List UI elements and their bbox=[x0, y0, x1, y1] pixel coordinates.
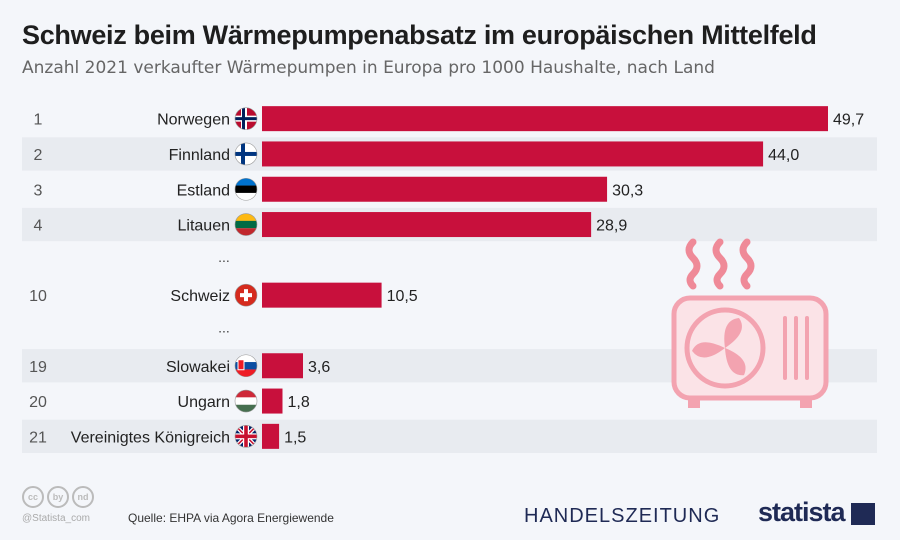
bar bbox=[262, 212, 592, 238]
rank-label: 1 bbox=[34, 112, 43, 129]
bar-chart: 1 Norwegen 49,7 2 Finnland 44,0 3 Estland 30,3 4 L… bbox=[22, 106, 877, 453]
nd-icon: nd bbox=[72, 486, 94, 508]
rank-label: 10 bbox=[29, 288, 47, 305]
rank-label: 21 bbox=[29, 429, 47, 446]
chart-row: 3 Estland 30,3 bbox=[34, 176, 643, 202]
country-label: Vereinigtes Königreich bbox=[71, 429, 230, 446]
rank-label: 19 bbox=[29, 359, 47, 376]
statista-logo-icon bbox=[851, 503, 875, 525]
statista-handle[interactable]: @Statista_com bbox=[22, 513, 90, 524]
chart-row: 21 Vereinigtes Königreich 1,5 bbox=[29, 423, 306, 449]
finland-flag-icon bbox=[235, 142, 257, 165]
value-label: 10,5 bbox=[387, 288, 418, 305]
chart-subtitle: Anzahl 2021 verkaufter Wärmepumpen in Eu… bbox=[22, 58, 715, 78]
bar bbox=[262, 176, 608, 202]
bar bbox=[262, 106, 828, 132]
bar bbox=[262, 388, 283, 414]
rank-label: 3 bbox=[34, 182, 43, 199]
chart-row: 20 Ungarn 1,8 bbox=[29, 388, 310, 414]
country-label: Finnland bbox=[169, 147, 230, 164]
source-text: Quelle: EHPA via Agora Energiewende bbox=[128, 511, 334, 525]
estonia-flag-icon bbox=[235, 178, 257, 201]
bar bbox=[262, 353, 303, 379]
statista-logo: statista bbox=[758, 497, 846, 527]
norway-flag-icon bbox=[235, 107, 257, 130]
bar bbox=[262, 282, 382, 308]
handelszeitung-logo: HANDELSZEITUNG bbox=[524, 505, 721, 527]
value-label: 3,6 bbox=[308, 359, 330, 376]
country-label: Norwegen bbox=[157, 112, 230, 129]
hungary-flag-icon bbox=[235, 390, 257, 413]
row-gap-ellipsis: ... bbox=[218, 319, 230, 335]
country-label: Schweiz bbox=[170, 288, 230, 305]
value-label: 28,9 bbox=[596, 218, 627, 235]
bar bbox=[262, 423, 280, 449]
switzerland-flag-icon bbox=[235, 284, 257, 307]
slovakia-flag-icon bbox=[235, 354, 257, 377]
heat-pump-illustration bbox=[671, 238, 829, 408]
lithuania-flag-icon bbox=[235, 213, 257, 236]
chart-row: 2 Finnland 44,0 bbox=[34, 141, 799, 167]
chart-row: 19 Slowakei 3,6 bbox=[29, 353, 330, 379]
value-label: 49,7 bbox=[833, 112, 864, 129]
rank-label: 20 bbox=[29, 394, 47, 411]
chart-row: 4 Litauen 28,9 bbox=[34, 212, 627, 238]
cc-license-icons: cc by nd bbox=[22, 486, 94, 508]
value-label: 44,0 bbox=[768, 147, 799, 164]
rank-label: 4 bbox=[34, 218, 43, 235]
cc-icon: cc bbox=[22, 486, 44, 508]
uk-flag-icon bbox=[235, 425, 257, 448]
value-label: 30,3 bbox=[612, 182, 643, 199]
country-label: Estland bbox=[177, 182, 230, 199]
chart-row: 10 Schweiz 10,5 bbox=[29, 282, 418, 308]
rank-label: 2 bbox=[34, 147, 43, 164]
value-label: 1,5 bbox=[284, 429, 306, 446]
country-label: Litauen bbox=[178, 218, 231, 235]
row-gap-ellipsis: ... bbox=[218, 249, 230, 265]
row-stripe bbox=[22, 419, 877, 453]
bar bbox=[262, 141, 764, 167]
chart-title: Schweiz beim Wärmepumpenabsatz im europä… bbox=[22, 20, 817, 50]
country-label: Slowakei bbox=[166, 359, 230, 376]
by-icon: by bbox=[47, 486, 69, 508]
chart-row: 1 Norwegen 49,7 bbox=[34, 106, 864, 132]
country-label: Ungarn bbox=[178, 394, 230, 411]
value-label: 1,8 bbox=[287, 394, 309, 411]
